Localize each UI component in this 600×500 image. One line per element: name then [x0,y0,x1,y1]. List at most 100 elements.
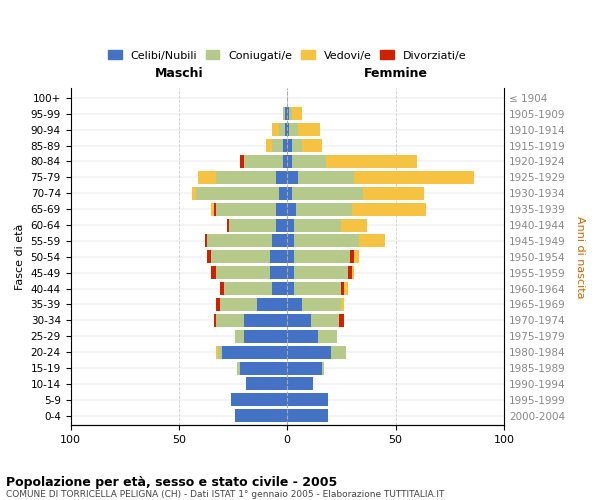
Bar [224,282,287,295]
Bar [287,234,385,248]
Bar [287,171,473,184]
Bar [287,155,292,168]
Bar [278,123,287,136]
Bar [287,378,313,390]
Bar [244,155,287,168]
Bar [287,234,359,248]
Bar [266,139,287,152]
Bar [272,234,287,248]
Bar [287,218,294,232]
Bar [287,330,337,343]
Y-axis label: Anni di nascita: Anni di nascita [575,216,585,298]
Bar [277,218,287,232]
Bar [216,298,220,311]
Bar [283,108,287,120]
Bar [287,346,331,358]
Bar [285,123,287,136]
Bar [287,409,328,422]
Bar [287,108,292,120]
Bar [239,155,287,168]
Bar [287,123,320,136]
Bar [205,234,207,248]
Bar [287,202,352,215]
Bar [287,314,311,327]
Bar [211,250,287,264]
Bar [287,218,341,232]
Bar [205,234,287,248]
Bar [246,378,287,390]
Bar [287,250,294,264]
Bar [287,362,324,374]
Bar [239,155,244,168]
Bar [287,123,289,136]
Bar [287,362,324,374]
Bar [287,123,298,136]
Bar [287,266,355,279]
Bar [287,282,294,295]
Bar [231,394,287,406]
Bar [216,346,287,358]
Bar [216,314,287,327]
Bar [270,250,287,264]
Bar [341,282,344,295]
Bar [192,186,287,200]
Bar [207,234,287,248]
Bar [238,362,287,374]
Bar [287,298,344,311]
Bar [216,171,287,184]
Bar [277,202,287,215]
Bar [220,298,287,311]
Bar [272,139,287,152]
Bar [287,378,313,390]
Bar [211,202,287,215]
Bar [287,202,426,215]
Bar [244,330,287,343]
Bar [287,186,424,200]
Bar [235,330,287,343]
Bar [283,139,287,152]
Bar [214,202,216,215]
Bar [287,330,337,343]
Bar [270,266,287,279]
Bar [287,394,328,406]
Bar [239,362,287,374]
Bar [257,298,287,311]
Bar [278,186,287,200]
Bar [246,378,287,390]
Bar [283,108,287,120]
Bar [235,330,287,343]
Bar [211,250,287,264]
Bar [244,314,287,327]
Bar [287,171,298,184]
Bar [277,171,287,184]
Bar [235,409,287,422]
Bar [287,362,322,374]
Bar [227,218,229,232]
Bar [220,298,287,311]
Bar [285,108,287,120]
Bar [287,218,367,232]
Bar [231,394,287,406]
Bar [211,266,216,279]
Bar [287,108,289,120]
Bar [287,409,328,422]
Bar [287,282,341,295]
Bar [216,266,287,279]
Bar [287,298,341,311]
Bar [214,314,216,327]
Bar [231,394,287,406]
Bar [229,218,287,232]
Bar [227,218,287,232]
Y-axis label: Fasce di età: Fasce di età [15,224,25,290]
Bar [287,282,348,295]
Bar [348,266,352,279]
Bar [216,314,287,327]
Bar [272,282,287,295]
Bar [287,155,417,168]
Bar [287,155,326,168]
Bar [207,250,211,264]
Bar [238,362,287,374]
Bar [287,139,322,152]
Bar [287,266,294,279]
Bar [287,139,302,152]
